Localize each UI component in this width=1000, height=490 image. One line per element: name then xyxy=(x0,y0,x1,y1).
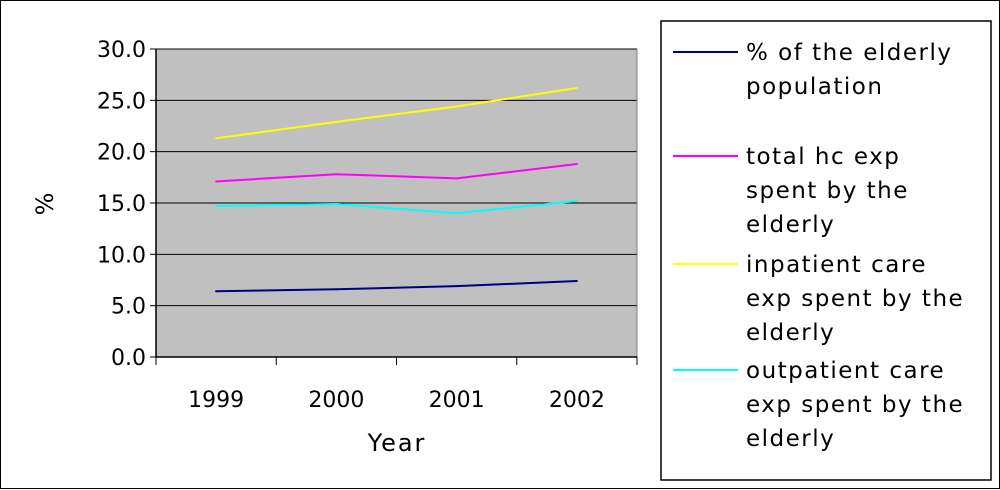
legend-label: total hc exp xyxy=(746,144,900,170)
data-point xyxy=(455,177,458,180)
x-tick-label: 1999 xyxy=(188,388,244,413)
data-point xyxy=(335,120,338,123)
legend-label: outpatient care xyxy=(746,358,945,384)
y-tick-label: 5.0 xyxy=(111,295,146,320)
y-tick-label: 10.0 xyxy=(97,243,146,268)
legend-label: elderly xyxy=(746,426,835,452)
y-tick-label: 30.0 xyxy=(97,38,146,63)
x-axis-ticks: 1999 2000 2001 2002 xyxy=(155,357,638,413)
x-tick-label: 2002 xyxy=(549,388,605,413)
data-point xyxy=(455,105,458,108)
y-tick-label: 20.0 xyxy=(97,141,146,166)
legend-label: elderly xyxy=(746,212,835,238)
legend-label: % of the elderly xyxy=(746,40,952,66)
data-point xyxy=(575,199,578,202)
x-tick-label: 2001 xyxy=(429,388,485,413)
data-point xyxy=(575,87,578,90)
legend: % of the elderly population total hc exp sp… xyxy=(673,40,964,452)
y-tick-label: 25.0 xyxy=(97,89,146,114)
data-point xyxy=(215,137,218,140)
data-point xyxy=(575,162,578,165)
legend-label: spent by the xyxy=(746,178,909,204)
legend-entry: % of the elderly population xyxy=(673,40,952,100)
legend-label: population xyxy=(746,74,883,100)
series-line-1 xyxy=(216,162,577,183)
legend-label: exp spent by the xyxy=(746,392,964,418)
legend-entry: outpatient care exp spent by the elderly xyxy=(673,358,964,452)
data-point xyxy=(335,203,338,206)
y-axis-title: % xyxy=(31,191,59,216)
data-point xyxy=(215,290,218,293)
legend-label: inpatient care xyxy=(746,252,927,278)
legend-label: exp spent by the xyxy=(746,286,964,312)
data-point xyxy=(455,212,458,215)
series-line-2 xyxy=(215,87,578,140)
x-axis-title: Year xyxy=(367,429,427,457)
series-line-3 xyxy=(216,199,577,215)
data-point xyxy=(335,288,338,291)
data-point xyxy=(575,280,578,283)
data-point xyxy=(215,205,218,208)
legend-label: elderly xyxy=(746,320,835,346)
y-axis-ticks: 0.0 5.0 10.0 15.0 20.0 25.0 30.0 xyxy=(97,38,156,371)
legend-box xyxy=(660,20,992,481)
legend-entry: total hc exp spent by the elderly xyxy=(673,144,909,238)
data-point xyxy=(455,285,458,288)
series-lines xyxy=(215,87,578,293)
data-point xyxy=(335,173,338,176)
legend-entry: inpatient care exp spent by the elderly xyxy=(673,252,964,346)
y-tick-label: 0.0 xyxy=(111,346,146,371)
y-tick-label: 15.0 xyxy=(97,192,146,217)
x-tick-label: 2000 xyxy=(308,388,364,413)
data-point xyxy=(215,180,218,183)
series-line-0 xyxy=(216,280,577,293)
